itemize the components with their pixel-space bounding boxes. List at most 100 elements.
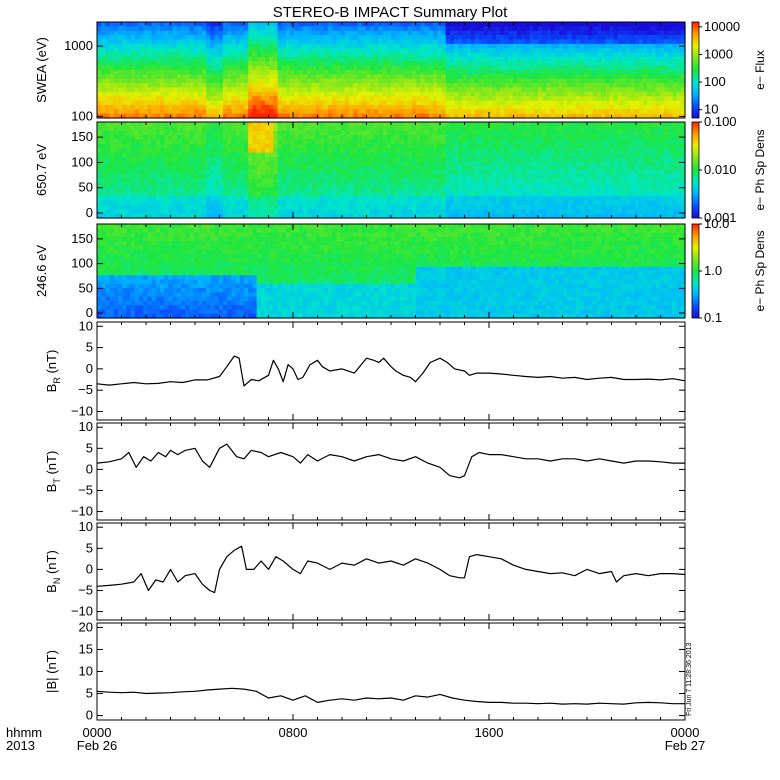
spectrogram-cell <box>202 109 207 115</box>
spectrogram-cell <box>160 35 165 41</box>
spectrogram-cell <box>462 74 468 80</box>
spectrogram-cell <box>626 26 631 32</box>
spectrogram-cell <box>218 48 224 54</box>
spectrogram-cell <box>508 52 514 58</box>
spectrogram-cell <box>214 183 220 189</box>
spectrogram-cell <box>172 83 178 89</box>
spectrogram-cell <box>466 104 472 110</box>
spectrogram-cell <box>458 87 463 93</box>
spectrogram-cell <box>109 26 115 32</box>
spectrogram-cell <box>445 213 451 219</box>
spectrogram-cell <box>554 52 560 58</box>
spectrogram-cell <box>454 91 459 97</box>
spectrogram-cell <box>126 87 132 93</box>
spectrogram-cell <box>168 143 174 149</box>
spectrogram-cell <box>181 213 186 219</box>
spectrogram-cell <box>134 30 140 36</box>
spectrogram-cell <box>185 122 190 127</box>
spectrogram-cell <box>281 200 287 206</box>
spectrogram-cell <box>672 56 678 62</box>
spectrogram-cell <box>605 113 610 119</box>
spectrogram-cell <box>193 148 199 154</box>
spectrogram-cell <box>277 143 283 149</box>
spectrogram-cell <box>319 148 325 154</box>
spectrogram-cell <box>638 113 644 119</box>
spectrogram-cell <box>176 96 182 102</box>
spectrogram-cell <box>164 48 169 54</box>
spectrogram-cell <box>365 161 371 167</box>
spectrogram-cell <box>302 209 308 215</box>
spectrogram-cell <box>559 26 564 32</box>
spectrogram-cell <box>176 126 182 132</box>
spectrogram-cell <box>647 74 652 80</box>
spectrogram-cell <box>659 100 665 106</box>
spectrogram-cell <box>680 39 686 45</box>
spectrogram-cell <box>302 152 308 158</box>
spectrogram-cell <box>176 130 182 136</box>
spectrogram-cell <box>307 165 312 171</box>
spectrogram-cell <box>206 96 211 102</box>
spectrogram-cell <box>533 43 539 49</box>
spectrogram-cell <box>424 61 430 67</box>
spectrogram-cell <box>617 70 623 75</box>
spectrogram-cell <box>311 174 316 180</box>
spectrogram-cell <box>365 30 371 36</box>
spectrogram-cell <box>105 48 111 54</box>
spectrogram-cell <box>395 204 400 210</box>
spectrogram-cell <box>122 183 127 189</box>
spectrogram-cell <box>130 130 136 136</box>
spectrogram-cell <box>265 170 270 175</box>
spectrogram-cell <box>105 30 111 36</box>
spectrogram-cell <box>273 91 279 97</box>
spectrogram-cell <box>223 152 228 158</box>
spectrogram-cell <box>672 87 678 93</box>
spectrogram-cell <box>328 43 333 49</box>
spectrogram-cell <box>491 43 497 49</box>
spectrogram-cell <box>168 56 174 62</box>
spectrogram-cell <box>361 65 367 71</box>
spectrogram-cell <box>315 156 321 162</box>
spectrogram-cell <box>311 113 316 119</box>
spectrogram-cell <box>286 26 291 32</box>
spectrogram-cell <box>659 30 665 36</box>
spectrogram-cell <box>176 213 182 219</box>
spectrogram-cell <box>105 130 111 136</box>
spectrogram-cell <box>290 78 295 84</box>
spectrogram-cell <box>412 209 417 215</box>
spectrogram-cell <box>664 87 669 93</box>
spectrogram-cell <box>496 43 501 49</box>
spectrogram-cell <box>496 22 501 27</box>
spectrogram-cell <box>189 191 195 197</box>
spectrogram-cell <box>273 83 279 89</box>
spectrogram-cell <box>277 56 283 62</box>
spectrogram-cell <box>365 100 371 106</box>
spectrogram-cell <box>479 104 484 110</box>
spectrogram-cell <box>139 204 144 210</box>
spectrogram-cell <box>294 139 300 145</box>
spectrogram-cell <box>403 52 409 58</box>
spectrogram-cell <box>332 196 337 202</box>
spectrogram-cell <box>357 187 363 193</box>
spectrogram-cell <box>151 26 157 32</box>
spectrogram-cell <box>399 30 405 36</box>
spectrogram-cell <box>273 196 279 202</box>
spectrogram-cell <box>361 200 367 206</box>
spectrogram-cell <box>202 52 207 58</box>
spectrogram-cell <box>638 74 644 80</box>
spectrogram-cell <box>328 104 333 110</box>
spectrogram-cell <box>130 156 136 162</box>
spectrogram-cell <box>571 91 577 97</box>
spectrogram-cell <box>218 70 224 75</box>
spectrogram-cell <box>181 87 186 93</box>
spectrogram-cell <box>164 96 169 102</box>
spectrogram-cell <box>550 56 556 62</box>
spectrogram-cell <box>223 22 228 27</box>
spectrogram-cell <box>605 109 610 115</box>
spectrogram-cell <box>412 126 417 132</box>
spectrogram-cell <box>139 200 144 206</box>
spectrogram-cell <box>298 156 304 162</box>
spectrogram-cell <box>189 178 195 184</box>
colorbar-tick-label: 10000 <box>704 19 740 34</box>
spectrogram-cell <box>319 126 325 132</box>
spectrogram-cell <box>252 139 258 145</box>
